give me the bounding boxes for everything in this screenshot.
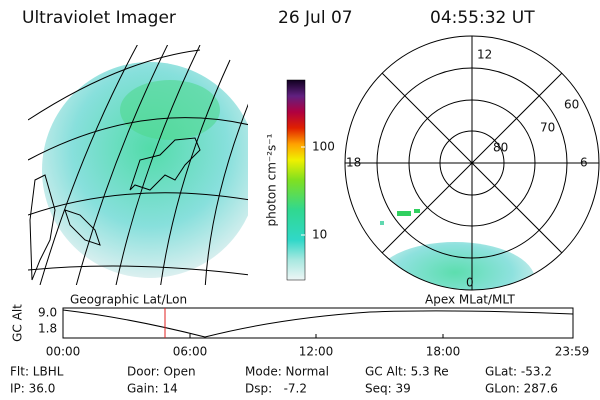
param: IP: 36.0 — [10, 382, 55, 396]
param: Seq: 39 — [365, 382, 411, 396]
geographic-map — [28, 45, 248, 285]
polar-plot — [344, 35, 600, 291]
colorbar — [286, 79, 306, 281]
mlt-label: 12 — [477, 48, 492, 62]
param: GLon: 287.6 — [485, 382, 558, 396]
param: Mode: Normal — [245, 365, 329, 379]
colorbar-label: photon cm⁻²s⁻¹ — [265, 133, 279, 226]
param: Flt: LBHL — [10, 365, 64, 379]
param: GC Alt: 5.3 Re — [365, 365, 449, 379]
mlt-label: 0 — [466, 276, 474, 290]
mlt-label: 18 — [346, 156, 361, 170]
time-label: 06:00 — [173, 345, 208, 359]
time-label: 00:00 — [46, 345, 81, 359]
date: 26 Jul 07 — [278, 8, 353, 28]
timeline-y-label: 9.0 — [38, 306, 57, 320]
panel-label: Apex MLat/MLT — [425, 293, 515, 307]
lat-label: 60 — [564, 98, 579, 112]
lat-label: 80 — [493, 141, 508, 155]
lat-label: 70 — [540, 121, 555, 135]
param: Door: Open — [127, 365, 196, 379]
param: GLat: -53.2 — [485, 365, 552, 379]
time-label: 18:00 — [426, 345, 461, 359]
instrument: Ultraviolet Imager — [22, 8, 176, 28]
timeline — [62, 307, 574, 339]
time-label: 12:00 — [299, 345, 334, 359]
colorbar-tick-label: 10 — [312, 228, 327, 242]
panel-label: Geographic Lat/Lon — [70, 293, 187, 307]
param: Gain: 14 — [127, 382, 178, 396]
time-label: 23:59 — [555, 345, 590, 359]
param: Dsp: -7.2 — [245, 382, 307, 396]
timeline-y-label: 1.8 — [38, 322, 57, 336]
time: 04:55:32 UT — [430, 8, 535, 28]
timeline-axis-label: GC Alt — [11, 304, 25, 342]
mlt-label: 6 — [580, 156, 588, 170]
colorbar-tick-label: 100 — [312, 140, 335, 154]
